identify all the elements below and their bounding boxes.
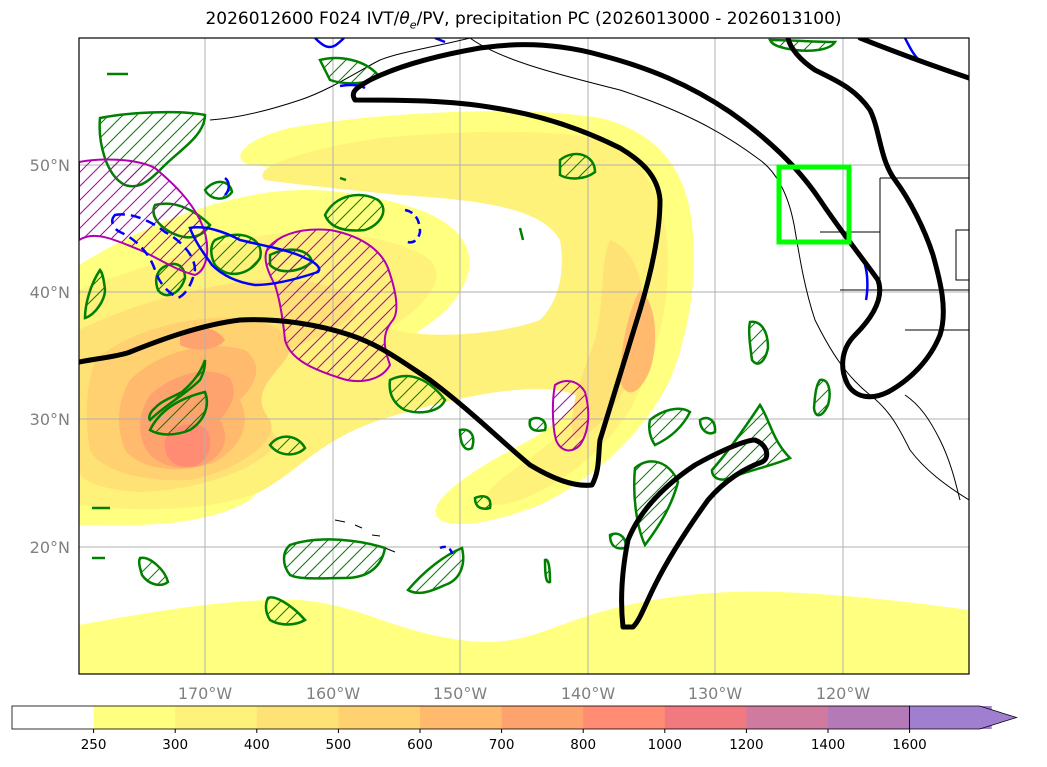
- colorbar-tick-label: 250: [81, 737, 107, 753]
- colorbar-segment: [12, 706, 95, 729]
- colorbar-tick-label: 800: [570, 737, 596, 753]
- lat-label: 50°N: [30, 156, 70, 175]
- ivt-band-400-east: [571, 240, 644, 440]
- colorbar-tick-label: 1400: [811, 737, 845, 753]
- lat-label: 40°N: [30, 283, 70, 302]
- lon-label: 120°W: [816, 684, 871, 703]
- colorbar-segment: [420, 706, 503, 729]
- colorbar: 250 300 400 500 600 700 800 1000 1200 1400 1600: [11, 705, 1018, 753]
- map-title: 2026012600 F024 IVT/θe/PV, precipitation…: [205, 9, 842, 32]
- lat-label: 30°N: [30, 410, 70, 429]
- colorbar-tick-label: 300: [162, 737, 188, 753]
- colorbar-segment: [338, 706, 421, 729]
- colorbar-tick-label: 700: [489, 737, 515, 753]
- colorbar-segment: [664, 706, 747, 729]
- colorbar-segment: [583, 706, 666, 729]
- target-region-box: [776, 164, 852, 245]
- lon-label: 170°W: [178, 684, 233, 703]
- lon-label: 140°W: [561, 684, 616, 703]
- ivt-band-250-south: [79, 591, 969, 674]
- colorbar-tick-label: 500: [326, 737, 352, 753]
- colorbar-tick-label: 400: [244, 737, 270, 753]
- lon-label: 130°W: [688, 684, 743, 703]
- lon-label: 160°W: [306, 684, 361, 703]
- colorbar-segment: [501, 706, 584, 729]
- lat-label: 20°N: [30, 538, 70, 557]
- colorbar-segment: [93, 706, 176, 729]
- colorbar-tick-label: 1600: [892, 737, 926, 753]
- lat-labels: 50°N 40°N 30°N 20°N: [30, 156, 70, 557]
- colorbar-segment: [746, 706, 829, 729]
- pv-positive-contours: [79, 158, 590, 452]
- colorbar-tick-label: 1200: [729, 737, 763, 753]
- colorbar-outline: [11, 705, 910, 730]
- ivt-band-500-east: [620, 290, 656, 393]
- precip-pc-contours: [83, 38, 838, 626]
- colorbar-segment: [175, 706, 258, 729]
- lon-label: 150°W: [433, 684, 488, 703]
- colorbar-segment: [256, 706, 339, 729]
- colorbar-extend-arrow: [909, 705, 1018, 730]
- map-border: [78, 37, 970, 675]
- colorbar-tick-label: 600: [407, 737, 433, 753]
- colorbar-tick-label: 1000: [648, 737, 682, 753]
- colorbar-segment: [828, 706, 911, 729]
- theta-e-contours: [79, 38, 969, 630]
- lon-labels: 170°W 160°W 150°W 140°W 130°W 120°W: [178, 684, 871, 703]
